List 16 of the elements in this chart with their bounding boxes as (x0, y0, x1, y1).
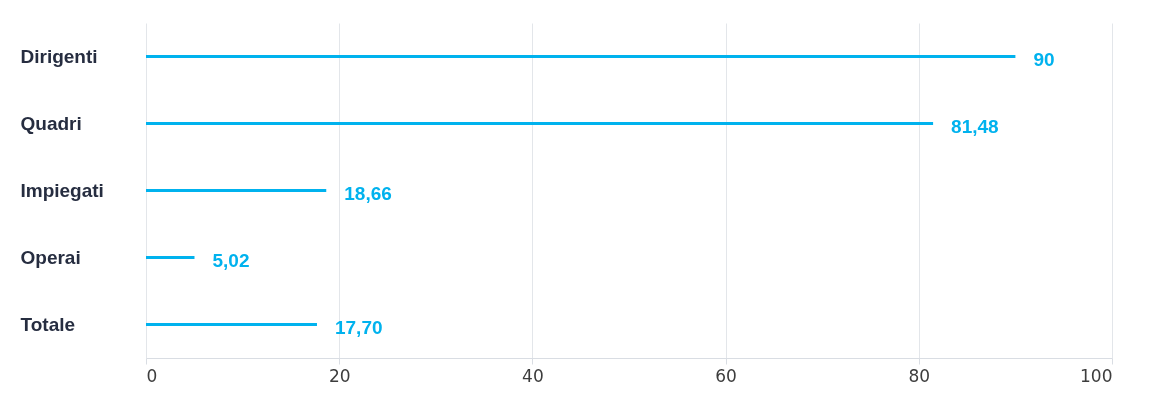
y-tick-label: Dirigenti (20, 45, 98, 67)
y-tick-label: Totale (20, 313, 76, 335)
data-label: 90 (1033, 48, 1055, 70)
x-tick-label: 60 (715, 365, 737, 386)
x-tick-label: 40 (522, 365, 544, 386)
y-tick-label: Operai (20, 246, 81, 268)
x-tick-label: 80 (908, 365, 931, 386)
data-label: 5,02 (212, 249, 250, 271)
x-tick-label: 100 (1080, 365, 1113, 386)
data-label: 81,48 (951, 115, 999, 137)
y-tick-label: Quadri (20, 112, 82, 134)
y-tick-label: Impiegati (20, 179, 104, 201)
data-label: 18,66 (344, 182, 392, 204)
x-tick-label: 20 (328, 365, 351, 386)
data-label: 17,70 (334, 316, 383, 338)
x-tick-label: 0 (146, 365, 158, 386)
